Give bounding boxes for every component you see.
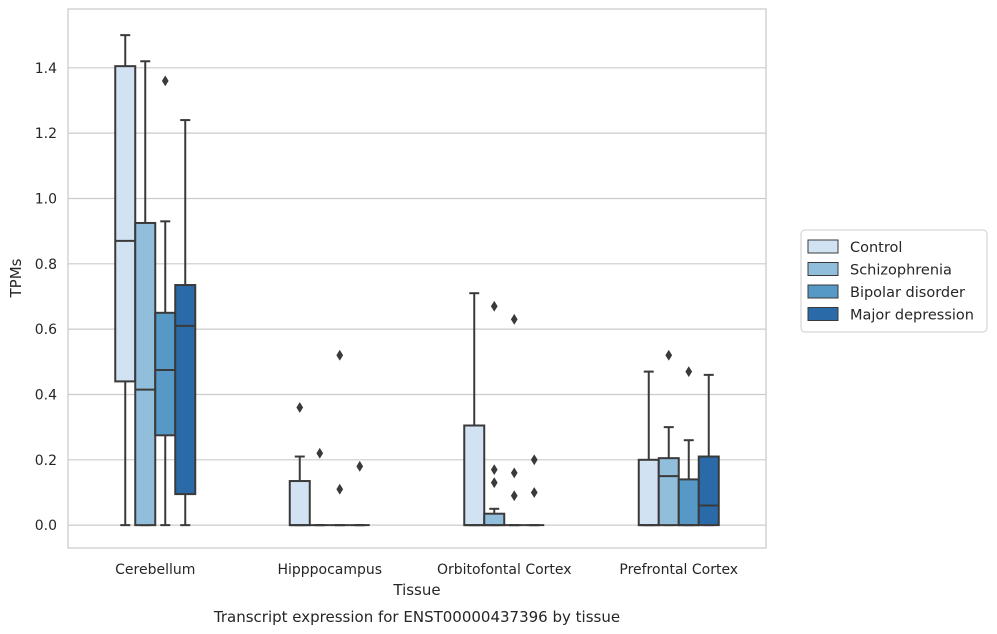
y-axis-ticks: 0.0 0.2 0.4 0.6 0.8 1.0 1.2 1.4 xyxy=(35,61,57,534)
gridlines xyxy=(68,67,766,526)
legend-swatch xyxy=(807,307,839,321)
outlier-point xyxy=(490,300,498,312)
outlier-point xyxy=(356,460,364,472)
box-schizophrenia xyxy=(657,349,680,527)
box-major-depression xyxy=(349,460,370,527)
legend-swatch xyxy=(807,239,839,254)
box-iqr xyxy=(134,221,157,527)
outlier-point xyxy=(530,487,538,498)
outlier-point xyxy=(510,313,518,325)
y-tick-label: 0.0 xyxy=(35,518,57,534)
box-major-depression xyxy=(697,373,720,527)
box-iqr xyxy=(174,284,197,496)
x-tick-label: Prefrontal Cortex xyxy=(619,562,738,578)
y-tick-label: 0.6 xyxy=(35,322,57,338)
box-bipolar-disorder xyxy=(329,349,350,527)
box-schizophrenia xyxy=(134,60,157,527)
y-tick-label: 1.2 xyxy=(35,126,57,142)
outlier-point xyxy=(336,483,344,495)
outlier-point xyxy=(490,477,498,489)
y-tick-label: 0.4 xyxy=(35,387,57,403)
outlier-point xyxy=(336,349,344,361)
box-control xyxy=(288,402,311,527)
legend-label: Major depression xyxy=(850,308,974,324)
box-iqr xyxy=(114,65,137,383)
box-iqr xyxy=(154,311,177,437)
box-iqr xyxy=(657,457,680,527)
box-iqr xyxy=(697,455,720,527)
y-axis-label: TPMs xyxy=(7,258,25,298)
outlier-point xyxy=(510,490,518,502)
x-tick-label: Hipppocampus xyxy=(277,562,382,578)
box-bipolar-disorder xyxy=(154,75,177,527)
legend-label: Control xyxy=(850,240,902,256)
box-control xyxy=(463,292,486,527)
legend-label: Bipolar disorder xyxy=(850,285,965,301)
outlier-point xyxy=(510,467,518,479)
outlier-point xyxy=(685,366,693,377)
box-control xyxy=(114,34,137,527)
box-major-depression xyxy=(524,454,545,527)
y-tick-label: 0.2 xyxy=(35,453,57,469)
x-tick-label: Cerebellum xyxy=(115,562,195,578)
box-iqr xyxy=(463,424,486,527)
outlier-point xyxy=(490,464,498,475)
box-iqr xyxy=(637,458,660,527)
x-axis-label: Tissue xyxy=(392,581,440,599)
outlier-point xyxy=(316,447,324,459)
y-tick-label: 1.4 xyxy=(35,61,57,77)
x-tick-label: Orbitofontal Cortex xyxy=(437,562,572,578)
legend-swatch xyxy=(807,284,839,299)
legend: Control Schizophrenia Bipolar disorder Majo… xyxy=(800,229,988,333)
box-schizophrenia xyxy=(483,300,506,527)
box-schizophrenia xyxy=(309,447,330,527)
box-bipolar-disorder xyxy=(504,313,525,527)
plot-frame xyxy=(67,8,767,549)
outlier-point xyxy=(665,349,673,361)
box-major-depression xyxy=(174,119,197,527)
box-iqr xyxy=(483,512,506,527)
box-bipolar-disorder xyxy=(677,366,700,527)
box-iqr xyxy=(288,480,311,527)
chart-caption: Transcript expression for ENST0000043739… xyxy=(213,608,620,626)
outlier-point xyxy=(296,402,304,413)
outlier-point xyxy=(530,454,538,466)
box-series xyxy=(114,34,720,527)
x-axis-ticks: Cerebellum Hipppocampus Orbitofontal Corte… xyxy=(115,562,738,578)
outlier-point xyxy=(161,75,169,87)
box-iqr xyxy=(677,478,700,527)
legend-swatch xyxy=(807,262,839,276)
y-tick-label: 0.8 xyxy=(35,257,57,273)
legend-label: Schizophrenia xyxy=(850,263,952,279)
legend-box xyxy=(800,229,988,333)
y-tick-label: 1.0 xyxy=(35,191,57,207)
